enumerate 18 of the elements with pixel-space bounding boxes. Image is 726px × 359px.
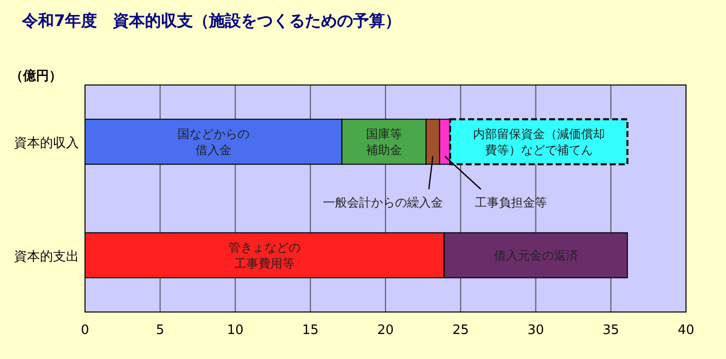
x-tick-label: 5 [156,323,164,338]
x-tick-label: 20 [377,323,394,338]
x-tick-label: 30 [527,323,544,338]
x-axis-title: （億円） [10,68,62,84]
x-tick-label: 35 [602,323,620,338]
y-tick-label: 資本的収入 [14,136,79,151]
x-tick-label: 0 [80,323,90,338]
series-label: 国などからの借入金 [177,126,250,157]
x-tick-label: 10 [226,323,244,338]
x-tick-label: 40 [678,323,694,338]
series-label: 内部留保資金（減価償却費等）などで補てん [472,126,605,157]
series-label: 借入元金の返済 [494,248,578,262]
series-label: 国庫等補助金 [366,126,402,157]
x-tick-label: 15 [302,323,319,338]
series-label: 管きょなどの工事費用等 [228,240,301,270]
chart-title: 令和7年度 資本的収支（施設をつくるための予算） [21,11,402,30]
y-tick-label: 資本的支出 [14,249,79,264]
x-tick-label: 25 [452,323,469,338]
